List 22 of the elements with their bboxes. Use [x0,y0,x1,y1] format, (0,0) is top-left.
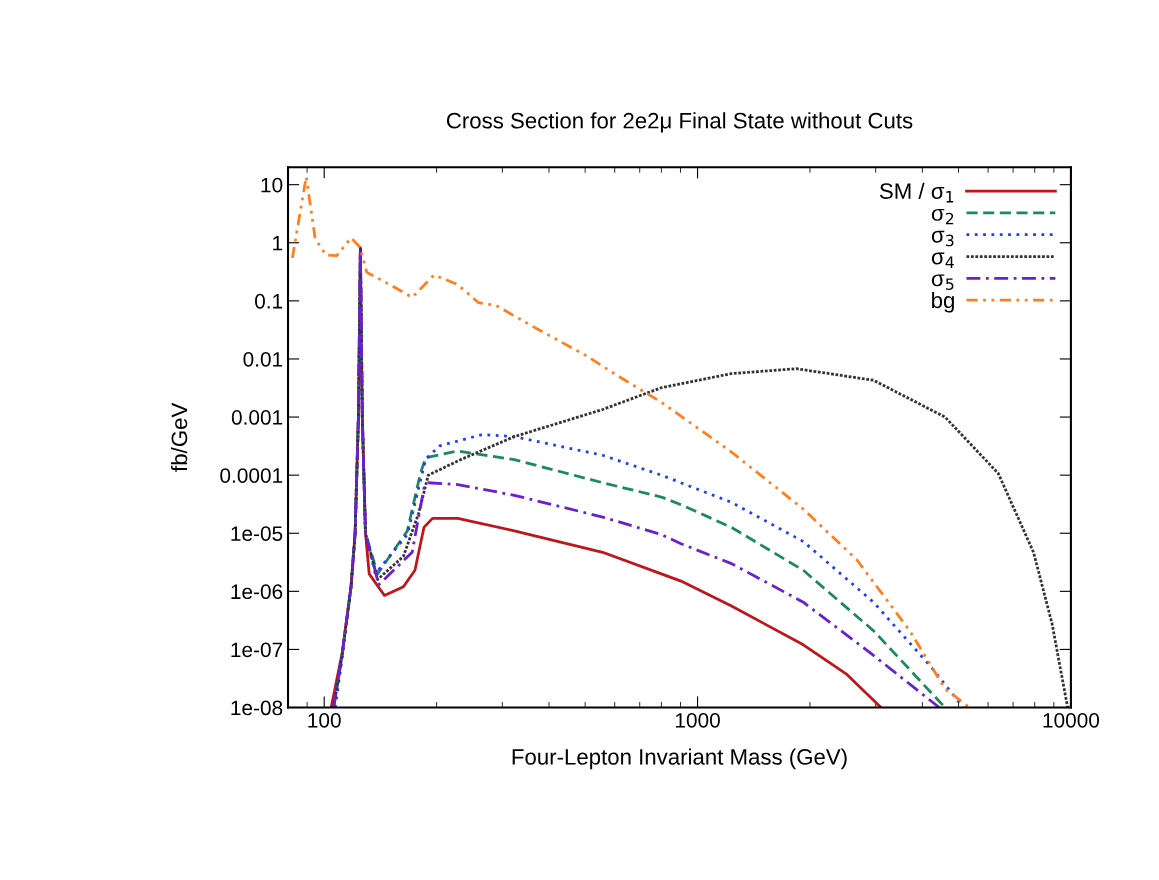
legend-label: bg [932,291,954,313]
y-tick-label: 10 [261,177,283,193]
y-tick-label: 1e-05 [231,526,283,541]
legend-label: σ$_{5}$ [931,274,954,290]
y-tick-label: 0.1 [255,293,283,309]
legend-label: SM / σ$_{1}$ [879,182,954,203]
legend-label: σ$_{3}$ [931,230,954,247]
x-axis-title: Four-Lepton Invariant Mass (GeV) [512,748,847,770]
x-tick-label: 100 [308,712,341,728]
chart-title: Cross Section for 2e2μ Final State without Cuts [446,112,913,133]
y-tick-label: 1 [273,236,283,251]
x-tick-label: 1000 [675,712,720,728]
x-tick-label: 10000 [1043,712,1100,728]
y-axis-title: fb/GeV [170,402,188,472]
legend-label: σ$_{2}$ [931,208,954,225]
y-tick-label: 1e-06 [231,584,283,600]
y-tick-label: 0.001 [231,410,283,425]
y-tick-label: 0.0001 [220,468,283,483]
legend-label: σ$_{4}$ [931,252,954,268]
y-tick-label: 0.01 [243,351,283,367]
y-tick-label: 1e-07 [231,642,283,658]
y-tick-label: 1e-08 [231,700,283,716]
